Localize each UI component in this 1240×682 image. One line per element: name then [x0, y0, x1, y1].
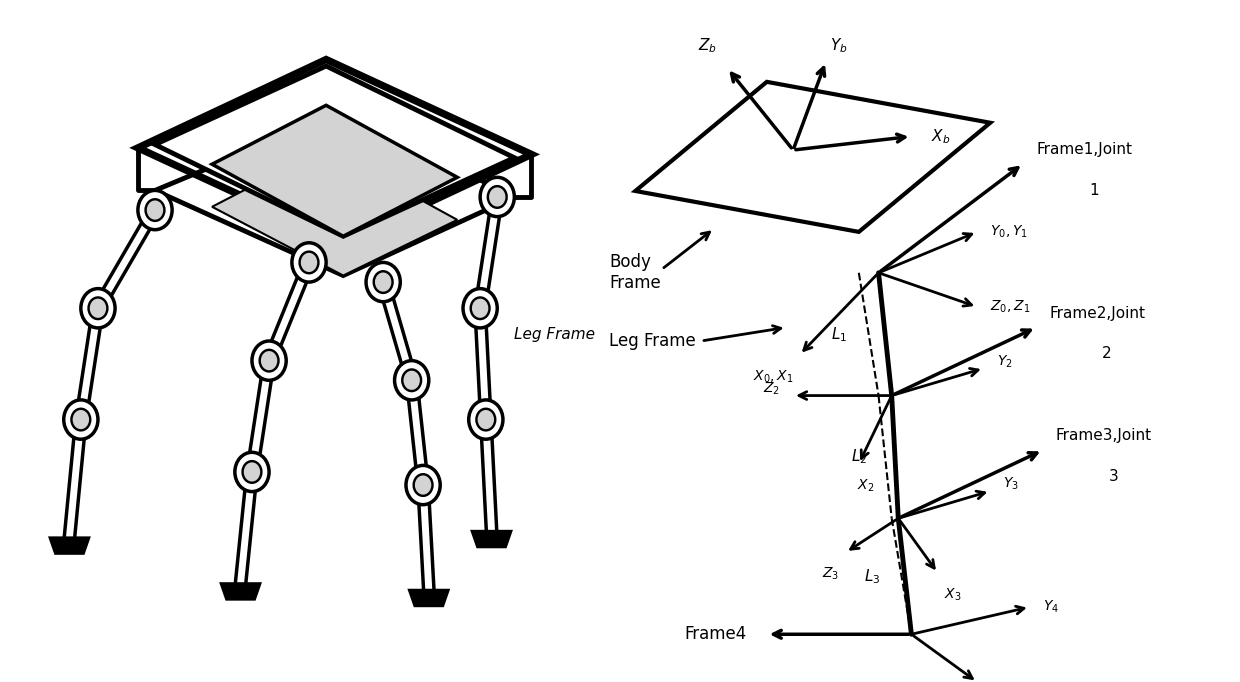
Polygon shape	[155, 66, 515, 236]
Text: $Y_4$: $Y_4$	[1043, 599, 1059, 615]
Text: Frame3,Joint: Frame3,Joint	[1056, 428, 1152, 443]
Text: $X_2$: $X_2$	[857, 477, 874, 494]
Circle shape	[252, 341, 286, 381]
Circle shape	[480, 177, 515, 217]
Polygon shape	[471, 531, 512, 547]
Text: $L_3$: $L_3$	[864, 567, 880, 586]
Text: $X_0,X_1$: $X_0,X_1$	[753, 368, 794, 385]
Text: $Z_0,Z_1$: $Z_0,Z_1$	[991, 299, 1030, 315]
Circle shape	[145, 199, 165, 221]
Text: $X_b$: $X_b$	[931, 127, 950, 146]
Circle shape	[88, 297, 108, 319]
Text: $L_1$: $L_1$	[831, 325, 847, 344]
Text: 3: 3	[1109, 469, 1118, 484]
Circle shape	[234, 452, 269, 492]
Circle shape	[300, 252, 319, 273]
Text: 2: 2	[1102, 346, 1111, 361]
Text: 1: 1	[1089, 183, 1099, 198]
Circle shape	[463, 288, 497, 328]
Polygon shape	[212, 148, 458, 276]
Polygon shape	[221, 583, 260, 599]
Text: Frame4: Frame4	[684, 625, 746, 643]
Text: Body
Frame: Body Frame	[609, 254, 661, 292]
Circle shape	[366, 263, 401, 301]
Text: $Y_2$: $Y_2$	[997, 353, 1013, 370]
Text: $X_3$: $X_3$	[945, 587, 962, 603]
Text: Leg Frame: Leg Frame	[515, 327, 595, 342]
Circle shape	[243, 461, 262, 483]
Text: Frame1,Joint: Frame1,Joint	[1037, 142, 1132, 157]
Circle shape	[72, 409, 91, 430]
Text: $Y_0,Y_1$: $Y_0,Y_1$	[991, 224, 1028, 240]
Polygon shape	[212, 105, 458, 236]
Text: $Y_b$: $Y_b$	[831, 36, 848, 55]
Circle shape	[138, 190, 172, 230]
Text: $Z_b$: $Z_b$	[698, 36, 717, 55]
Polygon shape	[409, 590, 449, 606]
Circle shape	[414, 474, 433, 496]
Circle shape	[402, 370, 422, 391]
Text: Leg Frame: Leg Frame	[609, 332, 696, 350]
Circle shape	[469, 400, 503, 439]
Text: $L_2$: $L_2$	[851, 447, 867, 466]
Text: $Z_3$: $Z_3$	[822, 566, 839, 582]
Text: $Y_3$: $Y_3$	[1003, 476, 1019, 492]
Circle shape	[63, 400, 98, 439]
Circle shape	[487, 186, 507, 208]
Circle shape	[405, 465, 440, 505]
Circle shape	[471, 297, 490, 319]
Polygon shape	[635, 82, 991, 232]
Circle shape	[476, 409, 495, 430]
Circle shape	[394, 361, 429, 400]
Circle shape	[81, 288, 115, 328]
Text: $Z_2$: $Z_2$	[763, 381, 780, 397]
Text: Frame2,Joint: Frame2,Joint	[1049, 306, 1146, 321]
Circle shape	[291, 243, 326, 282]
Polygon shape	[50, 537, 89, 554]
Circle shape	[373, 271, 393, 293]
Circle shape	[259, 350, 279, 372]
Polygon shape	[155, 112, 515, 276]
